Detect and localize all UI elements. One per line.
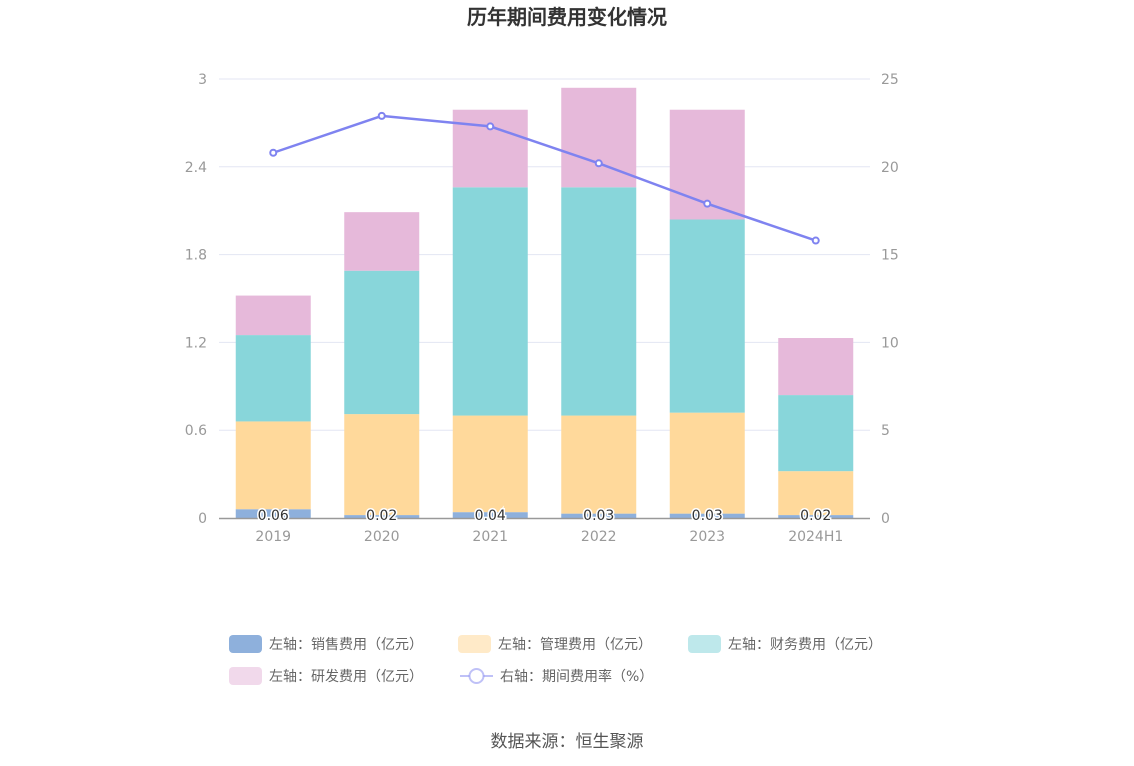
bar-data-label: 0.06 <box>258 508 289 524</box>
right-tick-label: 10 <box>881 335 899 351</box>
rate-point <box>594 159 603 168</box>
legend-label: 右轴：期间费用率（%） <box>500 668 653 685</box>
legend-label: 左轴：管理费用（亿元） <box>498 637 652 653</box>
bar-data-label: 0.03 <box>583 508 614 524</box>
bar-segment-s2 <box>778 395 854 472</box>
bar-segment-s3 <box>561 87 637 188</box>
rate-point <box>377 111 386 120</box>
bar-segment-s1 <box>778 471 854 516</box>
x-tick-label: 2021 <box>472 529 508 545</box>
legend: 左轴：销售费用（亿元） 左轴：管理费用（亿元） 左轴：财务费用（亿元） 左轴：研发费用… <box>229 635 882 685</box>
rate-line <box>269 111 820 245</box>
right-tick-label: 20 <box>881 160 899 176</box>
bar-segment-s3 <box>235 295 311 336</box>
grid <box>219 78 870 431</box>
legend-item[interactable]: 左轴：研发费用（亿元） <box>229 667 423 685</box>
bar-data-label: 0.03 <box>692 508 723 524</box>
legend-label: 左轴：研发费用（亿元） <box>269 669 423 685</box>
bar-segment-s3 <box>778 338 854 396</box>
bar-segment-s1 <box>669 412 745 514</box>
bar-segment-s2 <box>561 187 637 416</box>
data-labels: 0.06 0.02 0.04 0.03 0.03 0.02 <box>256 507 833 526</box>
legend-item[interactable]: 左轴：财务费用（亿元） <box>688 635 882 653</box>
rate-polyline <box>272 114 817 242</box>
right-tick-label: 25 <box>881 72 899 88</box>
left-tick-label: 0.6 <box>185 423 207 439</box>
bar-segment-s1 <box>561 415 637 514</box>
bar-segment-s2 <box>344 270 420 415</box>
right-tick-label: 0 <box>881 511 890 527</box>
bar-data-label: 0.02 <box>800 508 831 524</box>
legend-swatch <box>688 635 721 653</box>
bar-data-label: 0.04 <box>475 508 506 524</box>
bar-segment-s0 <box>778 515 854 518</box>
left-tick-label: 0 <box>198 511 207 527</box>
rate-point <box>703 199 712 208</box>
bar-segment-s2 <box>235 335 311 422</box>
bar-segment-s2 <box>669 219 745 413</box>
bar-segment-s0 <box>235 509 311 518</box>
x-tick-label: 2024H1 <box>788 529 843 545</box>
right-tick-label: 15 <box>881 248 899 264</box>
bar-segment-s1 <box>235 421 311 510</box>
legend-label: 左轴：销售费用（亿元） <box>269 637 423 653</box>
bar-segment-s1 <box>452 415 528 513</box>
bar-segment-s0 <box>561 513 637 518</box>
source-note: 数据来源：恒生聚源 <box>491 732 644 752</box>
bar-segment-s1 <box>344 414 420 516</box>
bar-segment-s0 <box>344 515 420 518</box>
x-tick-label: 2020 <box>364 529 400 545</box>
legend-swatch <box>229 635 262 653</box>
left-tick-label: 3 <box>198 72 207 88</box>
rate-point <box>486 122 495 131</box>
x-tick-label: 2022 <box>581 529 617 545</box>
legend-swatch <box>229 667 262 685</box>
bar-segment-s0 <box>452 512 528 518</box>
left-tick-label: 1.2 <box>185 335 207 351</box>
legend-item[interactable]: 左轴：销售费用（亿元） <box>229 635 423 653</box>
bar-segment-s3 <box>344 212 420 271</box>
bars <box>235 87 854 518</box>
legend-swatch <box>458 635 491 653</box>
right-tick-label: 5 <box>881 423 890 439</box>
bar-segment-s3 <box>452 109 528 188</box>
legend-label: 左轴：财务费用（亿元） <box>728 637 882 653</box>
left-tick-label: 1.8 <box>185 248 207 264</box>
rate-point <box>811 236 820 245</box>
left-tick-label: 2.4 <box>185 160 207 176</box>
bar-segment-s0 <box>669 513 745 518</box>
axes: 0 0 0.6 5 1.2 10 1.8 15 2.4 20 3 25 2019 2020 2021 2022… <box>185 72 899 545</box>
chart-title: 历年期间费用变化情况 <box>467 5 667 29</box>
legend-item[interactable]: 左轴：管理费用（亿元） <box>458 635 652 653</box>
x-tick-label: 2019 <box>255 529 291 545</box>
legend-item[interactable]: 右轴：期间费用率（%） <box>460 668 653 685</box>
bar-data-label: 0.02 <box>366 508 397 524</box>
x-tick-label: 2023 <box>689 529 725 545</box>
rate-point <box>269 148 278 157</box>
legend-marker <box>468 668 485 684</box>
bar-segment-s2 <box>452 187 528 416</box>
